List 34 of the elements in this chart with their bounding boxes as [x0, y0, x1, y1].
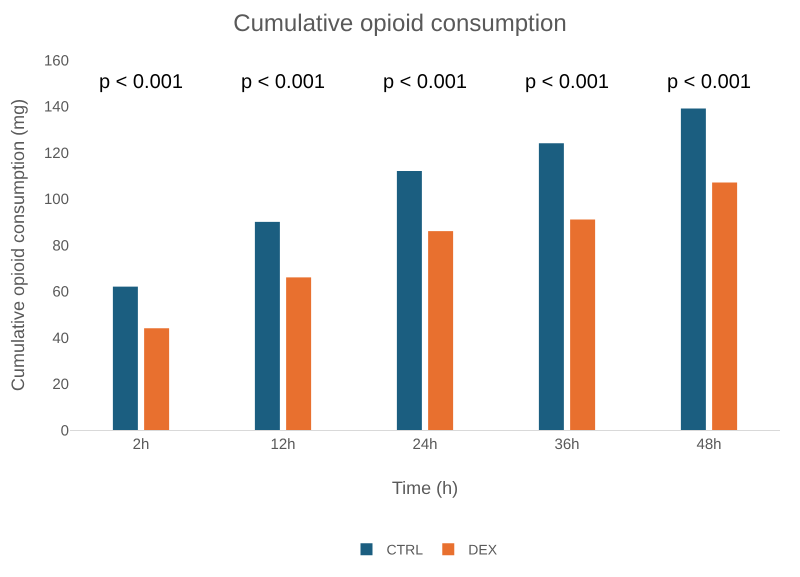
x-axis-title: Time (h)	[392, 478, 458, 498]
legend-label: DEX	[468, 542, 498, 558]
y-tick-label: 40	[52, 330, 69, 347]
bar	[538, 143, 564, 430]
y-tick-label: 140	[44, 98, 69, 116]
x-tick-label: 2h	[132, 436, 150, 453]
y-tick-label: 100	[44, 191, 69, 208]
y-tick-label: 60	[52, 284, 69, 300]
annotation: p < 0.001	[667, 71, 751, 93]
annotation: p < 0.001	[383, 71, 467, 93]
bar	[286, 277, 312, 430]
annotation: p < 0.001	[241, 71, 325, 93]
x-tick-label: 24h	[412, 436, 438, 453]
bar	[254, 222, 280, 430]
bar	[570, 220, 596, 430]
chart-title: Cumulative opioid consumption	[233, 10, 567, 38]
y-tick-label: 80	[52, 237, 69, 254]
bar	[712, 182, 738, 430]
x-tick-label: 48h	[696, 436, 722, 453]
y-tick-label: 20	[52, 376, 69, 393]
y-axis-title: Cumulative opioid consumption (mg)	[8, 98, 28, 392]
bar	[144, 328, 170, 430]
y-tick-label: 120	[44, 144, 69, 162]
x-tick-label: 12h	[270, 436, 296, 453]
bar	[112, 286, 138, 430]
bar	[680, 108, 706, 430]
y-tick-label: 160	[44, 52, 69, 70]
annotation: p < 0.001	[525, 71, 609, 93]
y-tick-label: 0	[60, 422, 69, 440]
bar	[428, 231, 454, 430]
legend-label: CTRL	[386, 542, 424, 558]
bar	[396, 171, 422, 430]
annotation: p < 0.001	[99, 71, 183, 93]
x-tick-label: 36h	[554, 436, 580, 453]
